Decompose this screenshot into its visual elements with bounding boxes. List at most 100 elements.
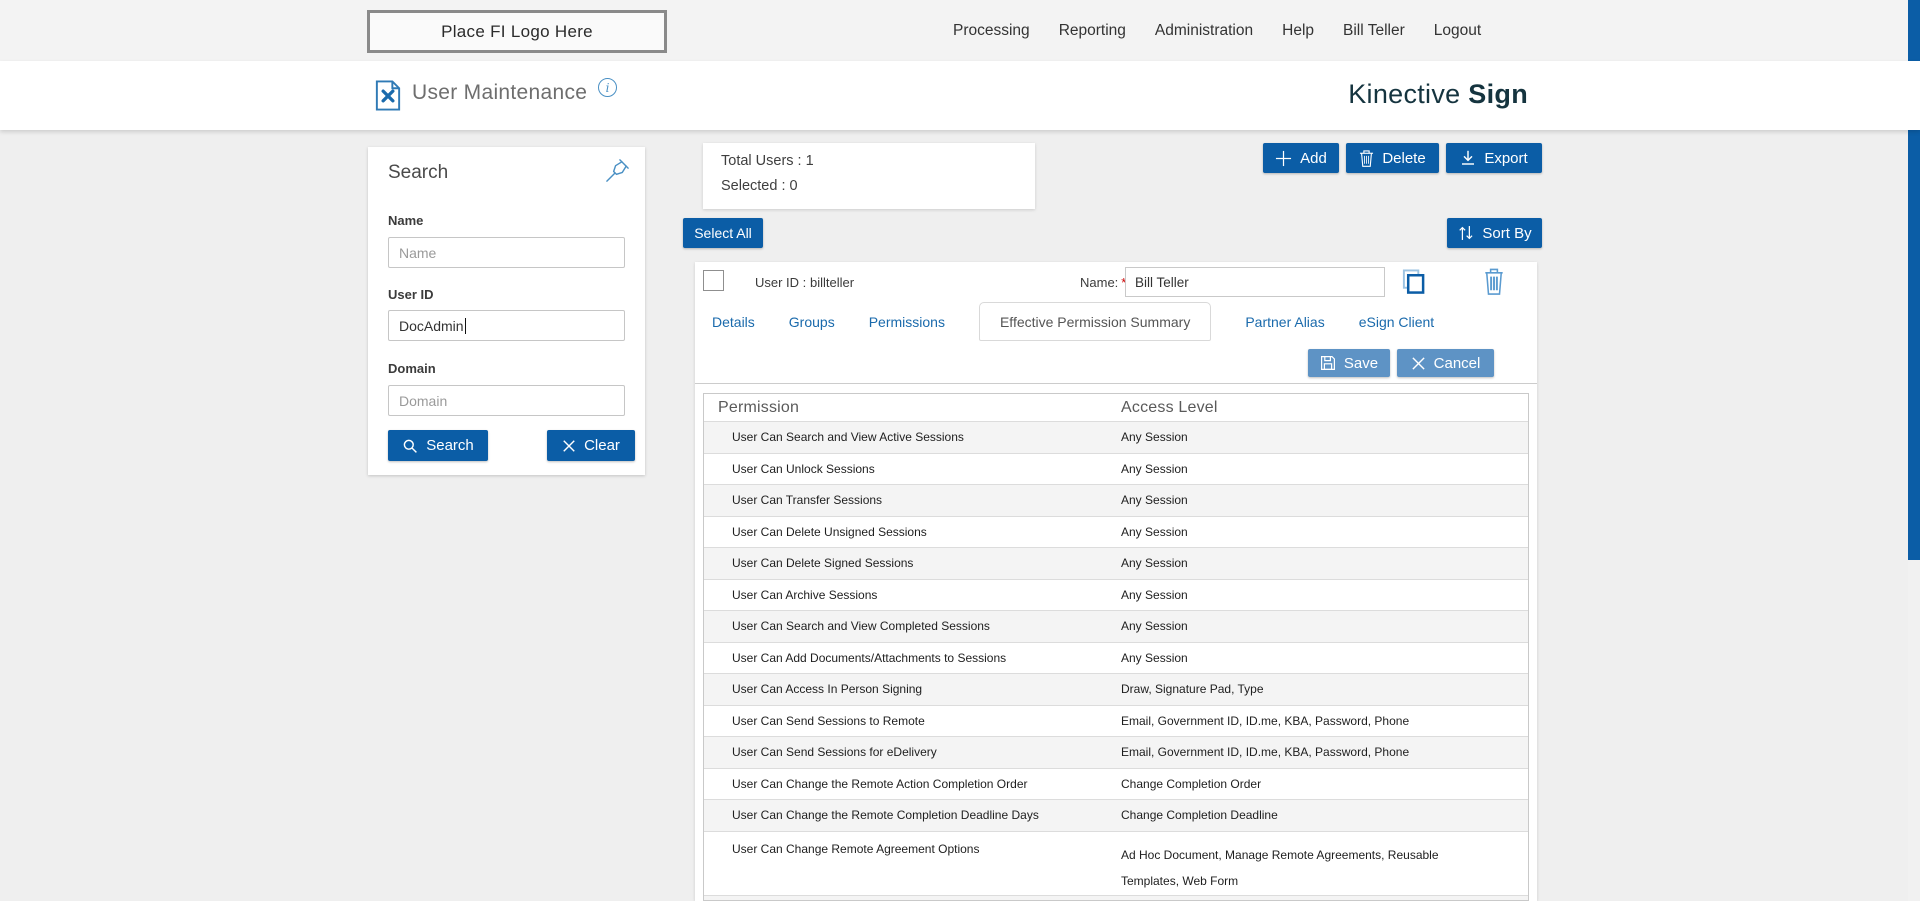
scrollbar-thumb[interactable] <box>1908 0 1920 560</box>
select-all-label: Select All <box>694 225 752 241</box>
nav-item-help[interactable]: Help <box>1282 21 1315 39</box>
user-id-field-label: User ID <box>388 287 434 302</box>
permission-column-header: Permission <box>718 398 800 416</box>
tab-partner-alias[interactable]: Partner Alias <box>1245 313 1325 330</box>
nav-item-processing[interactable]: Processing <box>953 21 1030 39</box>
info-icon[interactable]: i <box>598 78 617 97</box>
name-placeholder: Name <box>399 244 437 261</box>
access-level-column-header: Access Level <box>1121 398 1218 416</box>
table-row: User Can Change the Remote Action Comple… <box>704 767 1528 799</box>
table-row: User Can Access In Person Signing Draw, S… <box>704 673 1528 705</box>
permission-cell: User Can Transfer Sessions <box>732 493 883 508</box>
access-level-cell: Change Completion Deadline <box>1121 808 1278 823</box>
delete-button[interactable]: Delete <box>1346 143 1439 173</box>
permission-cell: User Can Unlock Sessions <box>732 461 875 476</box>
table-row: User Can Search and View Active Sessions… <box>704 421 1528 453</box>
permission-cell: User Can Send Sessions for eDelivery <box>732 745 937 760</box>
nav-item-administration[interactable]: Administration <box>1154 21 1254 39</box>
permission-cell: User Can Search and View Completed Sessi… <box>732 619 990 634</box>
access-level-cell: Any Session <box>1121 587 1188 602</box>
user-id-search-input[interactable]: DocAdmin <box>388 310 625 341</box>
table-row: User Can Send Sessions for eDelivery Emai… <box>704 736 1528 768</box>
table-row: User Can Add Documents/Attachments to Se… <box>704 641 1528 673</box>
access-level-cell: Any Session <box>1121 430 1188 445</box>
name-search-input[interactable]: Name <box>388 237 625 268</box>
save-button[interactable]: Save <box>1308 349 1390 377</box>
tab-groups[interactable]: Groups <box>788 313 835 330</box>
access-level-cell: Email, Government ID, ID.me, KBA, Passwo… <box>1121 745 1410 760</box>
table-row: User Can Send Sessions to Remote Email, G… <box>704 704 1528 736</box>
permission-cell: User Can Change the Remote Action Comple… <box>732 776 1028 791</box>
user-id-label: User ID : <box>755 275 807 290</box>
tab-esign-client[interactable]: eSign Client <box>1358 313 1435 330</box>
tab-details[interactable]: Details <box>712 313 755 330</box>
permission-cell: User Can Archive Sessions <box>732 587 878 602</box>
add-button[interactable]: Add <box>1263 143 1339 173</box>
save-button-label: Save <box>1343 354 1379 372</box>
add-button-label: Add <box>1300 149 1327 167</box>
permission-cell: User Can Access In Person Signing <box>732 682 923 697</box>
access-level-cell: Any Session <box>1121 650 1188 665</box>
select-all-button[interactable]: Select All <box>683 218 763 248</box>
table-row: User Can Archive Sessions Any Session <box>704 578 1528 610</box>
access-level-cell: Any Session <box>1121 619 1188 634</box>
nav-item-bill-teller[interactable]: Bill Teller <box>1343 21 1405 39</box>
search-panel-title: Search <box>388 162 449 183</box>
delete-user-icon[interactable] <box>1482 267 1506 296</box>
total-users-count: Total Users : 1 <box>721 153 814 169</box>
cancel-button[interactable]: Cancel <box>1397 349 1494 377</box>
clear-button-label: Clear <box>584 437 620 454</box>
permission-cell: User Can Change the Remote Completion De… <box>732 808 1039 823</box>
permission-cell: User Can Change Remote Agreement Options <box>732 841 980 856</box>
nav-item-logout[interactable]: Logout <box>1433 21 1482 39</box>
domain-search-input[interactable]: Domain <box>388 385 625 416</box>
required-asterisk: * <box>1121 275 1127 290</box>
kinective-sign-logo: Kinective Sign <box>1348 79 1528 109</box>
sort-by-label: Sort By <box>1482 224 1532 242</box>
name-label: Name: * <box>1080 275 1127 290</box>
user-row-checkbox[interactable] <box>703 270 724 291</box>
tabs-divider <box>695 383 1537 384</box>
table-row: User Can Change the Remote Completion De… <box>704 799 1528 831</box>
table-header-row: Permission Access Level <box>704 394 1528 421</box>
pin-icon[interactable] <box>604 157 631 184</box>
permission-cell: User Can Add Documents/Attachments to Se… <box>732 650 1007 665</box>
export-button-label: Export <box>1484 149 1528 167</box>
cancel-button-label: Cancel <box>1433 354 1481 372</box>
delete-button-label: Delete <box>1382 149 1426 167</box>
clear-button[interactable]: Clear <box>547 430 635 461</box>
user-detail-panel: User ID : billteller Name: * Bill Teller … <box>695 262 1537 901</box>
page-header: User Maintenance i Kinective Sign <box>0 61 1920 130</box>
access-level-cell: Draw, Signature Pad, Type <box>1121 682 1264 697</box>
table-row: User Can Delete Signed Sessions Any Sessi… <box>704 547 1528 579</box>
access-level-cell: Any Session <box>1121 493 1188 508</box>
tab-effective-permission-summary[interactable]: Effective Permission Summary <box>978 302 1212 341</box>
permission-cell: User Can Search and View Active Sessions <box>732 430 964 445</box>
search-panel: Search Name Name User ID DocAdmin Domain… <box>368 147 645 475</box>
search-button[interactable]: Search <box>388 430 488 461</box>
vertical-scrollbar[interactable] <box>1908 0 1920 901</box>
access-level-cell: Email, Government ID, ID.me, KBA, Passwo… <box>1121 713 1410 728</box>
name-input[interactable]: Bill Teller <box>1125 267 1385 297</box>
name-field-label: Name <box>388 213 424 228</box>
top-nav: Processing Reporting Administration Help Bil… <box>953 0 1481 61</box>
permission-cell: User Can Send Sessions to Remote <box>732 713 925 728</box>
nav-item-reporting[interactable]: Reporting <box>1058 21 1126 39</box>
tab-permissions[interactable]: Permissions <box>868 313 945 330</box>
copy-user-icon[interactable] <box>1401 268 1426 295</box>
selected-count: Selected : 0 <box>721 178 798 194</box>
partial-row <box>704 894 1528 900</box>
top-bar: Place FI Logo Here Processing Reporting Ad… <box>0 0 1920 61</box>
table-row: User Can Transfer Sessions Any Session <box>704 484 1528 516</box>
export-button[interactable]: Export <box>1446 143 1542 173</box>
table-row: User Can Search and View Completed Sessi… <box>704 610 1528 642</box>
table-row: User Can Delete Unsigned Sessions Any Ses… <box>704 515 1528 547</box>
search-button-label: Search <box>426 437 474 454</box>
page-title: User Maintenance <box>412 81 588 104</box>
access-level-cell: Any Session <box>1121 556 1188 571</box>
permission-cell: User Can Delete Unsigned Sessions <box>732 524 927 539</box>
fi-logo-placeholder: Place FI Logo Here <box>367 10 667 53</box>
access-level-cell: Any Session <box>1121 461 1188 476</box>
sort-by-button[interactable]: Sort By <box>1447 218 1542 248</box>
